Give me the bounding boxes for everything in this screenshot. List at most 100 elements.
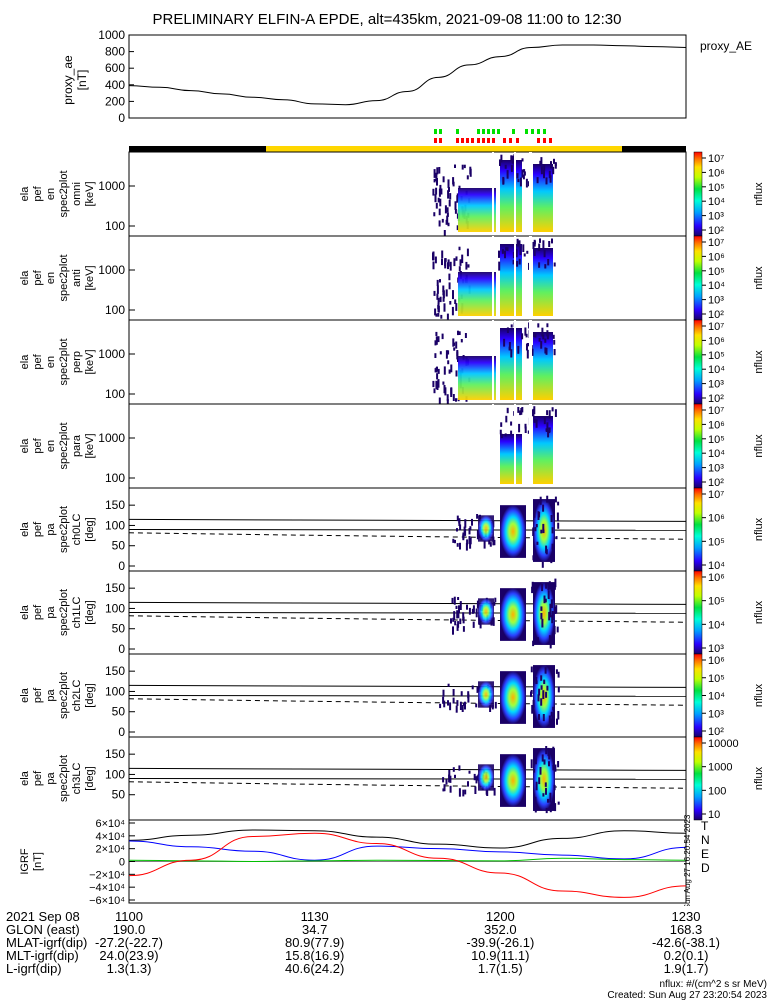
pitch-angle-noise bbox=[545, 746, 548, 755]
spectrogram-noise bbox=[522, 174, 525, 180]
spectrogram-noise bbox=[437, 303, 440, 313]
pitch-angle-burst bbox=[500, 588, 526, 641]
spectrogram-noise bbox=[457, 330, 459, 336]
red-tick-marker bbox=[482, 138, 485, 143]
panel-ytick-label: 50 bbox=[112, 539, 126, 553]
pitch-angle-noise bbox=[439, 703, 442, 709]
science-zone-bar bbox=[129, 129, 686, 152]
footer-row-value: 1.3(1.3) bbox=[106, 961, 152, 976]
panel-ylabel: [deg] bbox=[84, 600, 96, 624]
spectrogram-noise bbox=[444, 205, 447, 214]
spectrogram-noise bbox=[543, 164, 546, 171]
spectrogram-noise bbox=[552, 166, 555, 175]
pitch-angle-noise bbox=[457, 611, 460, 619]
pitch-angle-noise bbox=[533, 507, 536, 513]
colorbar-tick-label: 10⁵ bbox=[708, 673, 725, 685]
red-tick-marker bbox=[549, 138, 552, 143]
spectrogram-noise bbox=[441, 250, 444, 259]
igrf-line-n bbox=[128, 840, 687, 861]
panel-ylabel: en bbox=[45, 188, 57, 200]
spectrogram-noise bbox=[501, 249, 504, 254]
loss-cone-line bbox=[128, 767, 687, 771]
panel-ytick-label: 1000 bbox=[98, 263, 125, 277]
panel-ylabel: ela bbox=[19, 186, 31, 202]
pitch-angle-noise bbox=[548, 635, 551, 640]
pitch-angle-noise bbox=[451, 597, 454, 604]
pitch-angle-noise bbox=[553, 784, 556, 791]
colorbar-tick-label: 10⁴ bbox=[708, 364, 725, 376]
loss-cone-line bbox=[128, 518, 687, 522]
panel-ylabel: pef bbox=[32, 269, 44, 285]
spectrogram-noise bbox=[508, 342, 511, 351]
spectrogram-noise bbox=[453, 347, 456, 351]
ae-ylabel-unit: [nT] bbox=[75, 70, 89, 91]
spectrogram-noise bbox=[449, 301, 452, 305]
spectrogram-noise bbox=[541, 327, 544, 337]
spectrogram-noise bbox=[449, 193, 452, 200]
igrf-ytick-label: 0 bbox=[119, 857, 125, 869]
green-tick-marker bbox=[497, 129, 500, 134]
spectrogram-noise bbox=[433, 178, 436, 183]
spectrogram-noise bbox=[527, 430, 530, 434]
pitch-angle-noise bbox=[471, 518, 473, 526]
pitch-angle-noise bbox=[553, 625, 556, 635]
pitch-angle-noise bbox=[475, 703, 478, 708]
spectrogram-noise bbox=[443, 303, 446, 312]
pitch-angle-noise bbox=[462, 616, 465, 624]
spectrogram-noise bbox=[545, 347, 548, 355]
pitch-angle-noise bbox=[466, 539, 469, 546]
panel-ylabel: pef bbox=[32, 604, 44, 620]
pitch-angle-noise bbox=[549, 792, 552, 800]
footer-row-label: L-igrf(dip) bbox=[6, 961, 62, 976]
no-data-bar-right bbox=[622, 146, 686, 152]
data-gap bbox=[529, 320, 532, 404]
spectrogram-noise bbox=[456, 225, 459, 231]
pitch-angle-noise bbox=[549, 640, 552, 649]
spectrogram-noise bbox=[533, 332, 535, 337]
pitch-angle-noise bbox=[554, 803, 557, 812]
pitch-angle-noise bbox=[458, 765, 461, 771]
pitch-angle-noise bbox=[550, 599, 553, 609]
pitch-angle-noise bbox=[531, 586, 534, 594]
panel-ylabel: spec2plot bbox=[58, 338, 70, 385]
pitch-angle-noise bbox=[554, 764, 557, 772]
pitch-angle-noise bbox=[551, 612, 554, 620]
pitch-angle-noise bbox=[555, 669, 558, 674]
pitch-angle-noise bbox=[547, 798, 549, 803]
spectrogram-noise bbox=[446, 207, 449, 213]
loss-cone-line bbox=[128, 601, 687, 605]
spectrogram-noise bbox=[539, 160, 542, 166]
pitch-angle-noise bbox=[473, 773, 476, 781]
spectrogram-noise bbox=[434, 194, 437, 203]
spectrogram-noise bbox=[546, 410, 549, 416]
colorbar bbox=[693, 319, 703, 405]
pitch-angle-noise bbox=[549, 603, 552, 613]
pitch-angle-noise bbox=[540, 613, 543, 620]
pitch-angle-noise bbox=[545, 787, 547, 795]
pitch-angle-noise bbox=[462, 533, 465, 539]
panel-ylabel: anti bbox=[71, 269, 83, 287]
colorbar bbox=[693, 570, 703, 655]
spectrogram-noise bbox=[532, 242, 535, 250]
spectrogram-noise bbox=[447, 350, 450, 355]
spectrogram-noise bbox=[547, 259, 550, 266]
colorbar-tick-label: 10⁵ bbox=[708, 596, 725, 608]
pitch-angle-noise bbox=[552, 707, 555, 711]
footer-row-value: 0.2(0.1) bbox=[663, 948, 709, 963]
colorbar-tick-label: 10⁴ bbox=[708, 280, 725, 292]
spectrogram-noise bbox=[540, 341, 543, 349]
spectrogram-noise bbox=[448, 187, 450, 192]
pitch-angle-noise bbox=[538, 512, 541, 518]
colorbar-tick-label: 10³ bbox=[708, 708, 724, 720]
panel-ytick-label: 100 bbox=[105, 219, 125, 233]
spectrogram-noise bbox=[510, 430, 513, 435]
pitch-angle-noise bbox=[469, 526, 472, 530]
pitch-angle-noise bbox=[461, 704, 464, 712]
spectrogram-noise bbox=[521, 158, 524, 162]
pitch-angle-noise bbox=[543, 759, 546, 765]
panel-ylabel: [deg] bbox=[84, 517, 96, 541]
green-tick-marker bbox=[434, 129, 437, 134]
panel-frame bbox=[128, 151, 687, 237]
spectrogram-noise bbox=[443, 230, 446, 236]
panel-ylabel: pef bbox=[32, 770, 44, 786]
